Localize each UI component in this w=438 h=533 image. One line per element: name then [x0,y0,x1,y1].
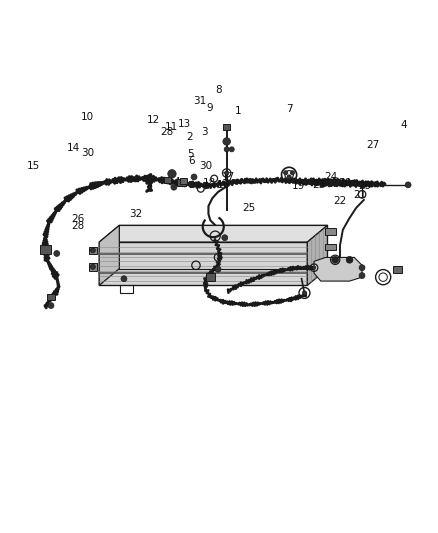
Circle shape [168,169,176,178]
Text: 9: 9 [206,102,213,112]
Text: 3: 3 [201,127,208,137]
Text: 4: 4 [401,120,407,130]
Text: 17: 17 [222,172,235,182]
Polygon shape [307,225,328,286]
Polygon shape [99,225,328,242]
Polygon shape [88,263,97,271]
Circle shape [224,147,229,152]
Text: 15: 15 [27,160,40,171]
Circle shape [171,184,177,190]
Text: 29: 29 [359,181,372,191]
Bar [393,266,402,272]
Text: 30: 30 [81,148,94,158]
Text: 26: 26 [71,214,85,224]
Circle shape [290,171,294,175]
Circle shape [229,147,234,152]
Polygon shape [314,257,362,281]
Circle shape [287,175,291,179]
Text: 7: 7 [286,104,293,114]
Circle shape [54,251,60,256]
Circle shape [359,272,365,279]
Circle shape [90,248,95,253]
Text: 31: 31 [194,96,207,106]
Text: 11: 11 [165,122,179,132]
Text: 5: 5 [187,149,194,159]
Text: 20: 20 [339,178,352,188]
Text: 12: 12 [147,115,160,125]
Text: 22: 22 [333,196,347,206]
Text: 6: 6 [188,156,195,166]
Text: 13: 13 [178,119,191,130]
Text: 1: 1 [235,106,241,116]
Bar [223,124,230,130]
Polygon shape [325,259,336,265]
Polygon shape [88,247,97,254]
Circle shape [346,256,353,263]
Circle shape [222,235,228,240]
Circle shape [225,171,229,175]
Text: 19: 19 [291,181,305,191]
Circle shape [223,138,230,146]
Circle shape [405,182,411,188]
Text: 8: 8 [215,85,223,95]
Bar [206,273,215,281]
Text: 18: 18 [203,178,216,188]
Polygon shape [325,244,336,251]
Circle shape [191,174,197,180]
Text: 28: 28 [71,221,85,231]
Text: 21: 21 [353,190,367,200]
Circle shape [302,291,307,295]
Polygon shape [99,242,307,286]
Circle shape [312,266,316,269]
Text: 27: 27 [366,140,379,150]
Text: 10: 10 [81,112,94,122]
Text: 25: 25 [242,204,255,214]
Circle shape [215,266,221,272]
Text: 2: 2 [186,132,193,142]
Text: 16: 16 [216,180,230,190]
Polygon shape [99,225,119,286]
Bar [180,178,187,184]
Polygon shape [325,229,336,235]
FancyBboxPatch shape [164,177,170,183]
Text: 24: 24 [324,172,337,182]
Circle shape [90,264,95,269]
Circle shape [48,303,54,309]
Circle shape [284,171,288,175]
Circle shape [332,256,339,263]
Text: 4: 4 [173,177,180,188]
Text: 28: 28 [160,127,173,137]
FancyBboxPatch shape [177,179,186,186]
Text: 23: 23 [312,180,326,190]
Text: 14: 14 [67,143,81,153]
Text: 32: 32 [129,209,142,219]
Circle shape [121,276,127,281]
Bar [47,294,55,300]
Bar [40,245,51,254]
Circle shape [359,265,365,271]
Text: 30: 30 [199,161,212,172]
